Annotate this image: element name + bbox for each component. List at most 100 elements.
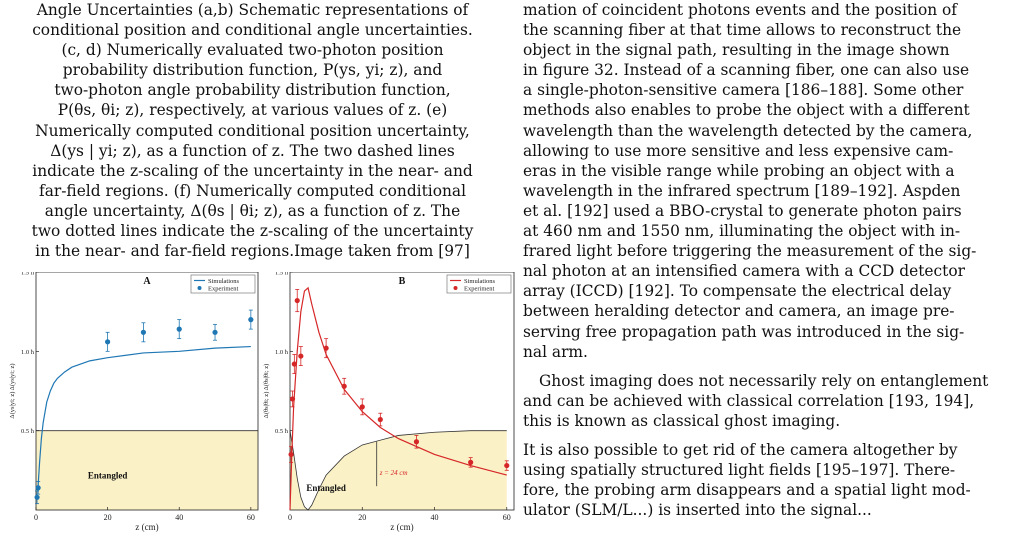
body-text-line: array (ICCD) [192]. To compensate the el…: [523, 282, 952, 301]
panel-letter: A: [143, 276, 151, 287]
y-tick-label: 1.5 ħ: [275, 272, 289, 277]
experiment-point: [34, 494, 40, 500]
body-text-line: wavelength in the infrared spectrum [189…: [523, 181, 961, 200]
y-tick-label: 1.0 ħ: [275, 349, 289, 356]
body-text-line: this is known as classical ghost imaging…: [523, 411, 841, 430]
body-text-line: a single-photon-sensitive camera [186–18…: [523, 81, 964, 100]
body-text-line: between heralding detector and camera, a…: [523, 302, 955, 321]
body-text-line: Ghost imaging does not necessarily rely …: [539, 371, 989, 390]
y-tick-label: 1.5 ħ: [21, 272, 35, 277]
experiment-point: [359, 404, 365, 410]
experiment-point: [377, 416, 383, 423]
body-text-line: in figure 32. Instead of a scanning fibe…: [523, 61, 970, 80]
body-text-line: using spatially structured light fields …: [523, 461, 956, 480]
entangled-label: Entangled: [88, 470, 128, 480]
y-tick-label: 1.0 ħ: [21, 349, 35, 356]
entangled-region: [36, 430, 258, 510]
plot-frame: [35, 272, 259, 511]
x-tick-label: 20: [104, 513, 112, 522]
simulation-curve: [289, 286, 507, 511]
plot-frame: [289, 272, 515, 511]
legend-entry: Experiment: [208, 286, 239, 293]
caption-line: indicate the z-scaling of the uncertaint…: [32, 161, 473, 180]
body-text-line: It is also possible to get rid of the ca…: [523, 440, 958, 459]
body-text-line: frared light before triggering the measu…: [523, 242, 977, 261]
experiment-point: [35, 485, 41, 491]
panel-letter: B: [399, 276, 406, 287]
caption-line: far-field regions. (f) Numerically compu…: [39, 181, 466, 200]
experiment-point: [248, 317, 254, 323]
body-text-line: nal arm.: [523, 342, 588, 361]
caption-line: Angle Uncertainties (a,b) Schematic repr…: [36, 1, 469, 19]
experiment-point: [413, 439, 420, 445]
annotation-label: z = 24 cm: [379, 469, 408, 477]
entangled-bound-line: [289, 430, 507, 511]
body-text-line: fore, the probing arm disappears and a s…: [523, 481, 971, 500]
body-text-line: nal photon at an intensified camera with…: [523, 262, 965, 281]
experiment-point: [294, 297, 300, 304]
legend-point-swatch: [197, 286, 202, 290]
x-tick-label: 20: [358, 513, 366, 522]
body-text-line: wavelength than the wavelength detected …: [523, 121, 973, 140]
body-text-line: serving free propagation path was introd…: [523, 322, 965, 341]
caption-line: probability distribution function, P(ys,…: [62, 61, 443, 80]
caption-line: angle uncertainty, Δ(θs | θi; z), as a f…: [44, 201, 461, 220]
body-text-column: mation of coincident photons events and …: [523, 0, 1023, 520]
caption-line: P(θs, θi; z), respectively, at various v…: [57, 101, 448, 120]
legend-box: [446, 274, 512, 294]
experiment-point: [291, 361, 297, 367]
entangled-region: [290, 430, 507, 510]
y-tick-label: 0.5 ħ: [275, 428, 289, 435]
legend-entry: Simulations: [464, 278, 496, 285]
x-axis-label: z (cm): [390, 522, 413, 532]
experiment-point: [468, 459, 474, 465]
figure-caption: Angle Uncertainties (a,b) Schematic repr…: [0, 0, 505, 261]
figure-panels: 0 20 40 60 0.5 ħ 1.0 ħ 1.5 ħ z (cm) Δ(ys|yi; z) …: [9, 272, 515, 532]
x-tick-label: 40: [431, 513, 439, 522]
x-axis-label: z (cm): [135, 522, 158, 532]
x-tick-label: 60: [503, 513, 511, 522]
x-tick-label: 0: [34, 513, 38, 522]
caption-line: (c, d) Numerically evaluated two-photon …: [61, 41, 444, 60]
y-tick-label: 0.5 ħ: [21, 428, 35, 435]
panel-a-chart: 0 20 40 60 0.5 ħ 1.0 ħ 1.5 ħ z (cm) Δ(ys|yi; z) …: [9, 272, 259, 532]
experiment-point: [289, 396, 296, 402]
legend-entry: Experiment: [464, 286, 495, 293]
body-text-line: allowing to use more sensitive and less …: [523, 141, 954, 160]
simulation-curve: [37, 345, 251, 491]
x-tick-label: 60: [247, 513, 255, 522]
experiment-point: [176, 326, 182, 332]
experiment-point: [298, 353, 304, 359]
y-axis-label: Δ(ys|yi; z) Δ(ys|yi; z): [9, 363, 16, 418]
body-text-line: eras in the visible range while probing …: [523, 161, 955, 180]
body-text-line: and can be achieved with classical corre…: [523, 391, 975, 410]
caption-line: Δ(ys | yi; z), as a function of z. The t…: [50, 141, 455, 160]
experiment-point: [140, 329, 147, 335]
caption-line: Numerically computed conditional positio…: [35, 121, 470, 140]
legend-point-swatch: [453, 286, 458, 290]
experiment-point: [323, 345, 329, 351]
panel-b-chart: 0 20 40 60 0.5 ħ 1.0 ħ 1.5 ħ z (cm) Δ(θs|θi; z) …: [263, 272, 515, 532]
body-text-line: et al. [192] used a BBO-crystal to gener…: [523, 201, 962, 220]
legend-entry: Simulations: [208, 278, 240, 285]
caption-line: two-photon angle probability distributio…: [54, 81, 451, 100]
experiment-point: [504, 462, 510, 469]
caption-line: two dotted lines indicate the z-scaling …: [31, 222, 474, 241]
body-text-line: at 460 nm and 1550 nm, illuminating the …: [523, 222, 961, 241]
experiment-point: [288, 451, 294, 458]
x-tick-label: 0: [288, 513, 292, 522]
y-axis-label: Δ(θs|θi; z) Δ(θs|θi; z): [263, 364, 270, 419]
experiment-point: [341, 383, 347, 389]
body-text-line: mation of coincident photons events and …: [523, 1, 958, 19]
entangled-label: Entangled: [306, 483, 346, 493]
body-text-line: object in the signal path, resulting in …: [523, 41, 950, 60]
body-text-line: methods also enables to probe the object…: [523, 101, 970, 120]
body-text-line: ulator (SLM/L...) is inserted into the s…: [523, 501, 872, 520]
caption-line: conditional position and conditional ang…: [32, 21, 473, 40]
experiment-point: [105, 339, 111, 345]
legend-box: [190, 274, 256, 294]
x-tick-label: 40: [175, 513, 183, 522]
caption-line: in the near- and far-field regions.Image…: [35, 242, 470, 261]
experiment-point: [212, 329, 218, 335]
body-text-line: the scanning fiber at that time allows t…: [523, 21, 962, 40]
